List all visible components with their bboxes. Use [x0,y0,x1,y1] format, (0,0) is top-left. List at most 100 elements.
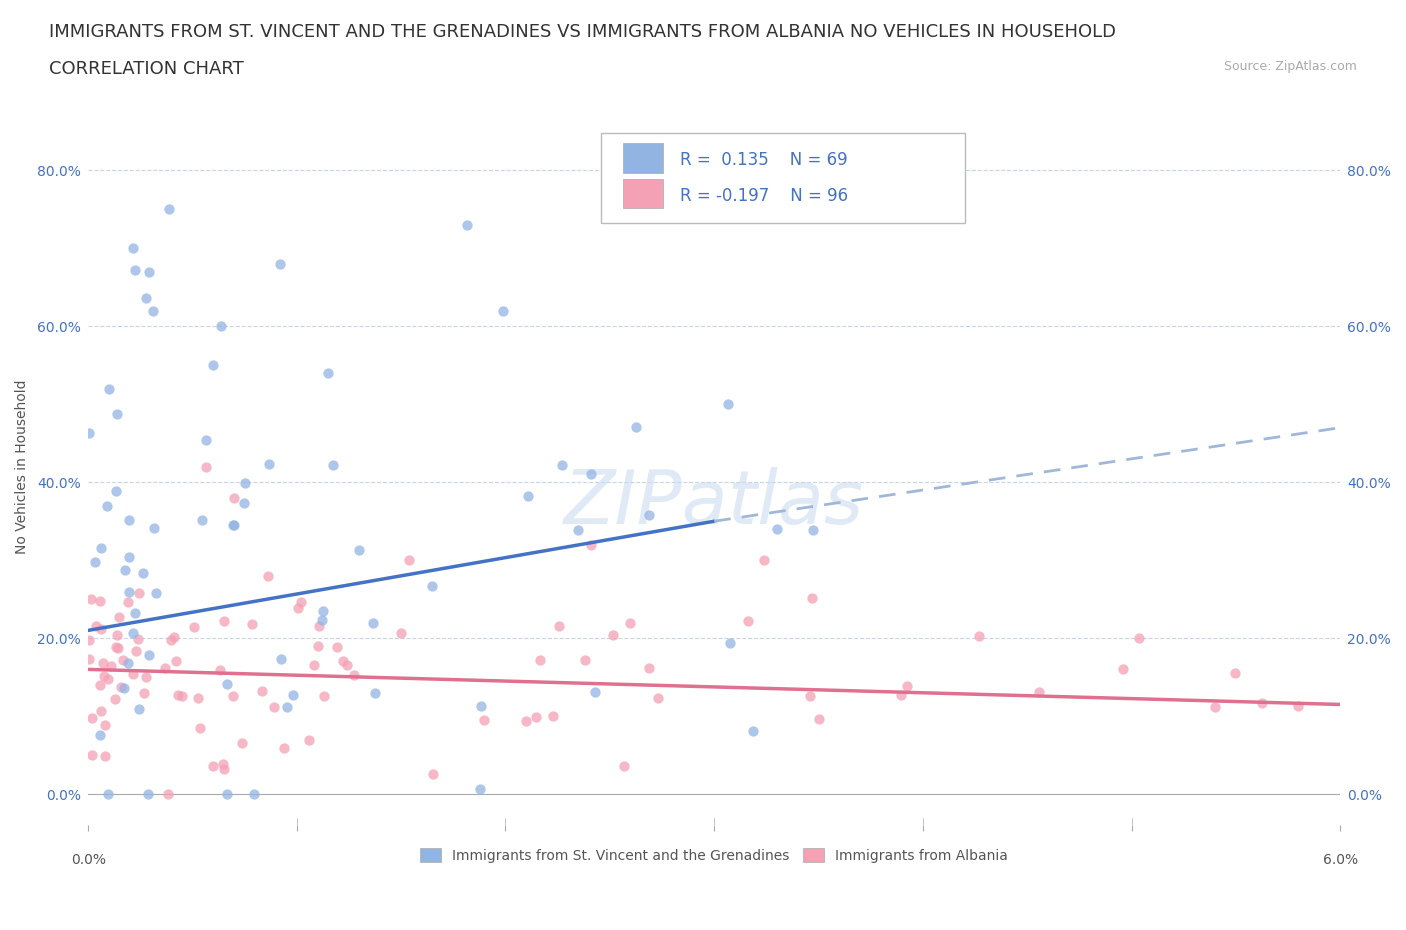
Point [808,711,831,726]
Point [222,518,245,533]
Point [94,749,117,764]
Point [212,757,235,772]
Point [456,218,478,232]
Point [325,640,347,655]
Point [80,711,103,725]
Point [363,616,385,631]
Point [602,628,624,643]
Point [201,358,224,373]
Point [90,704,112,719]
Point [287,601,309,616]
Point [114,563,136,578]
Point [517,489,540,504]
Point [97,381,120,396]
Point [718,636,741,651]
Point [145,586,167,601]
Point [163,630,186,644]
Point [336,658,359,672]
Point [567,523,589,538]
Point [224,518,246,533]
Point [801,523,824,538]
Point [515,713,537,728]
Point [276,700,298,715]
Point [243,787,266,802]
Point [125,644,148,658]
Point [304,658,326,672]
Legend: Immigrants from St. Vincent and the Grenadines, Immigrants from Albania: Immigrants from St. Vincent and the Gren… [415,843,1014,869]
Point [77,426,100,441]
Point [195,459,218,474]
Point [524,710,547,724]
Text: Source: ZipAtlas.com: Source: ZipAtlas.com [1223,60,1357,73]
Point [233,496,256,511]
Point [311,613,333,628]
Point [79,652,101,667]
Point [222,490,245,505]
Point [322,458,344,472]
Point [83,555,105,570]
Point [613,759,636,774]
Point [118,585,141,600]
Point [82,747,104,762]
Point [135,290,157,305]
Point [270,652,292,667]
Text: ZIPatlas: ZIPatlas [564,467,865,538]
Bar [623,142,662,173]
Point [107,406,129,421]
Point [347,542,370,557]
Point [468,781,491,796]
Text: 0.0%: 0.0% [70,853,105,867]
Point [172,688,194,703]
Point [160,632,183,647]
Point [470,698,492,713]
Point [108,609,131,624]
Point [1128,631,1150,645]
Point [127,631,149,646]
Point [84,619,107,634]
Point [800,591,823,605]
Point [104,484,127,498]
Point [212,762,235,777]
Point [118,550,141,565]
Point [122,626,145,641]
Point [257,568,280,583]
Point [77,632,100,647]
Point [215,676,238,691]
Point [1111,661,1133,676]
Text: R = -0.197    N = 96: R = -0.197 N = 96 [681,187,848,206]
Point [89,678,111,693]
Text: IMMIGRANTS FROM ST. VINCENT AND THE GRENADINES VS IMMIGRANTS FROM ALBANIA NO VEH: IMMIGRANTS FROM ST. VINCENT AND THE GREN… [49,23,1116,41]
Point [93,669,115,684]
Point [90,621,112,636]
Point [529,653,551,668]
Point [363,685,385,700]
Point [97,671,120,686]
Point [124,262,146,277]
Point [240,617,263,631]
Point [183,619,205,634]
Point [472,712,495,727]
Point [343,668,366,683]
Point [136,787,159,802]
Point [112,681,135,696]
Point [312,603,335,618]
Point [157,202,180,217]
Point [298,733,321,748]
Point [80,591,103,606]
Point [142,303,165,318]
Point [107,641,129,656]
Point [104,640,127,655]
Point [257,457,280,472]
Point [94,718,117,733]
Point [122,241,145,256]
Point [128,702,150,717]
Point [290,594,312,609]
Point [624,419,647,434]
Point [754,552,776,567]
Point [1250,696,1272,711]
Point [637,661,659,676]
Point [583,684,606,699]
Point [208,662,231,677]
Point [117,656,139,671]
Point [91,656,114,671]
